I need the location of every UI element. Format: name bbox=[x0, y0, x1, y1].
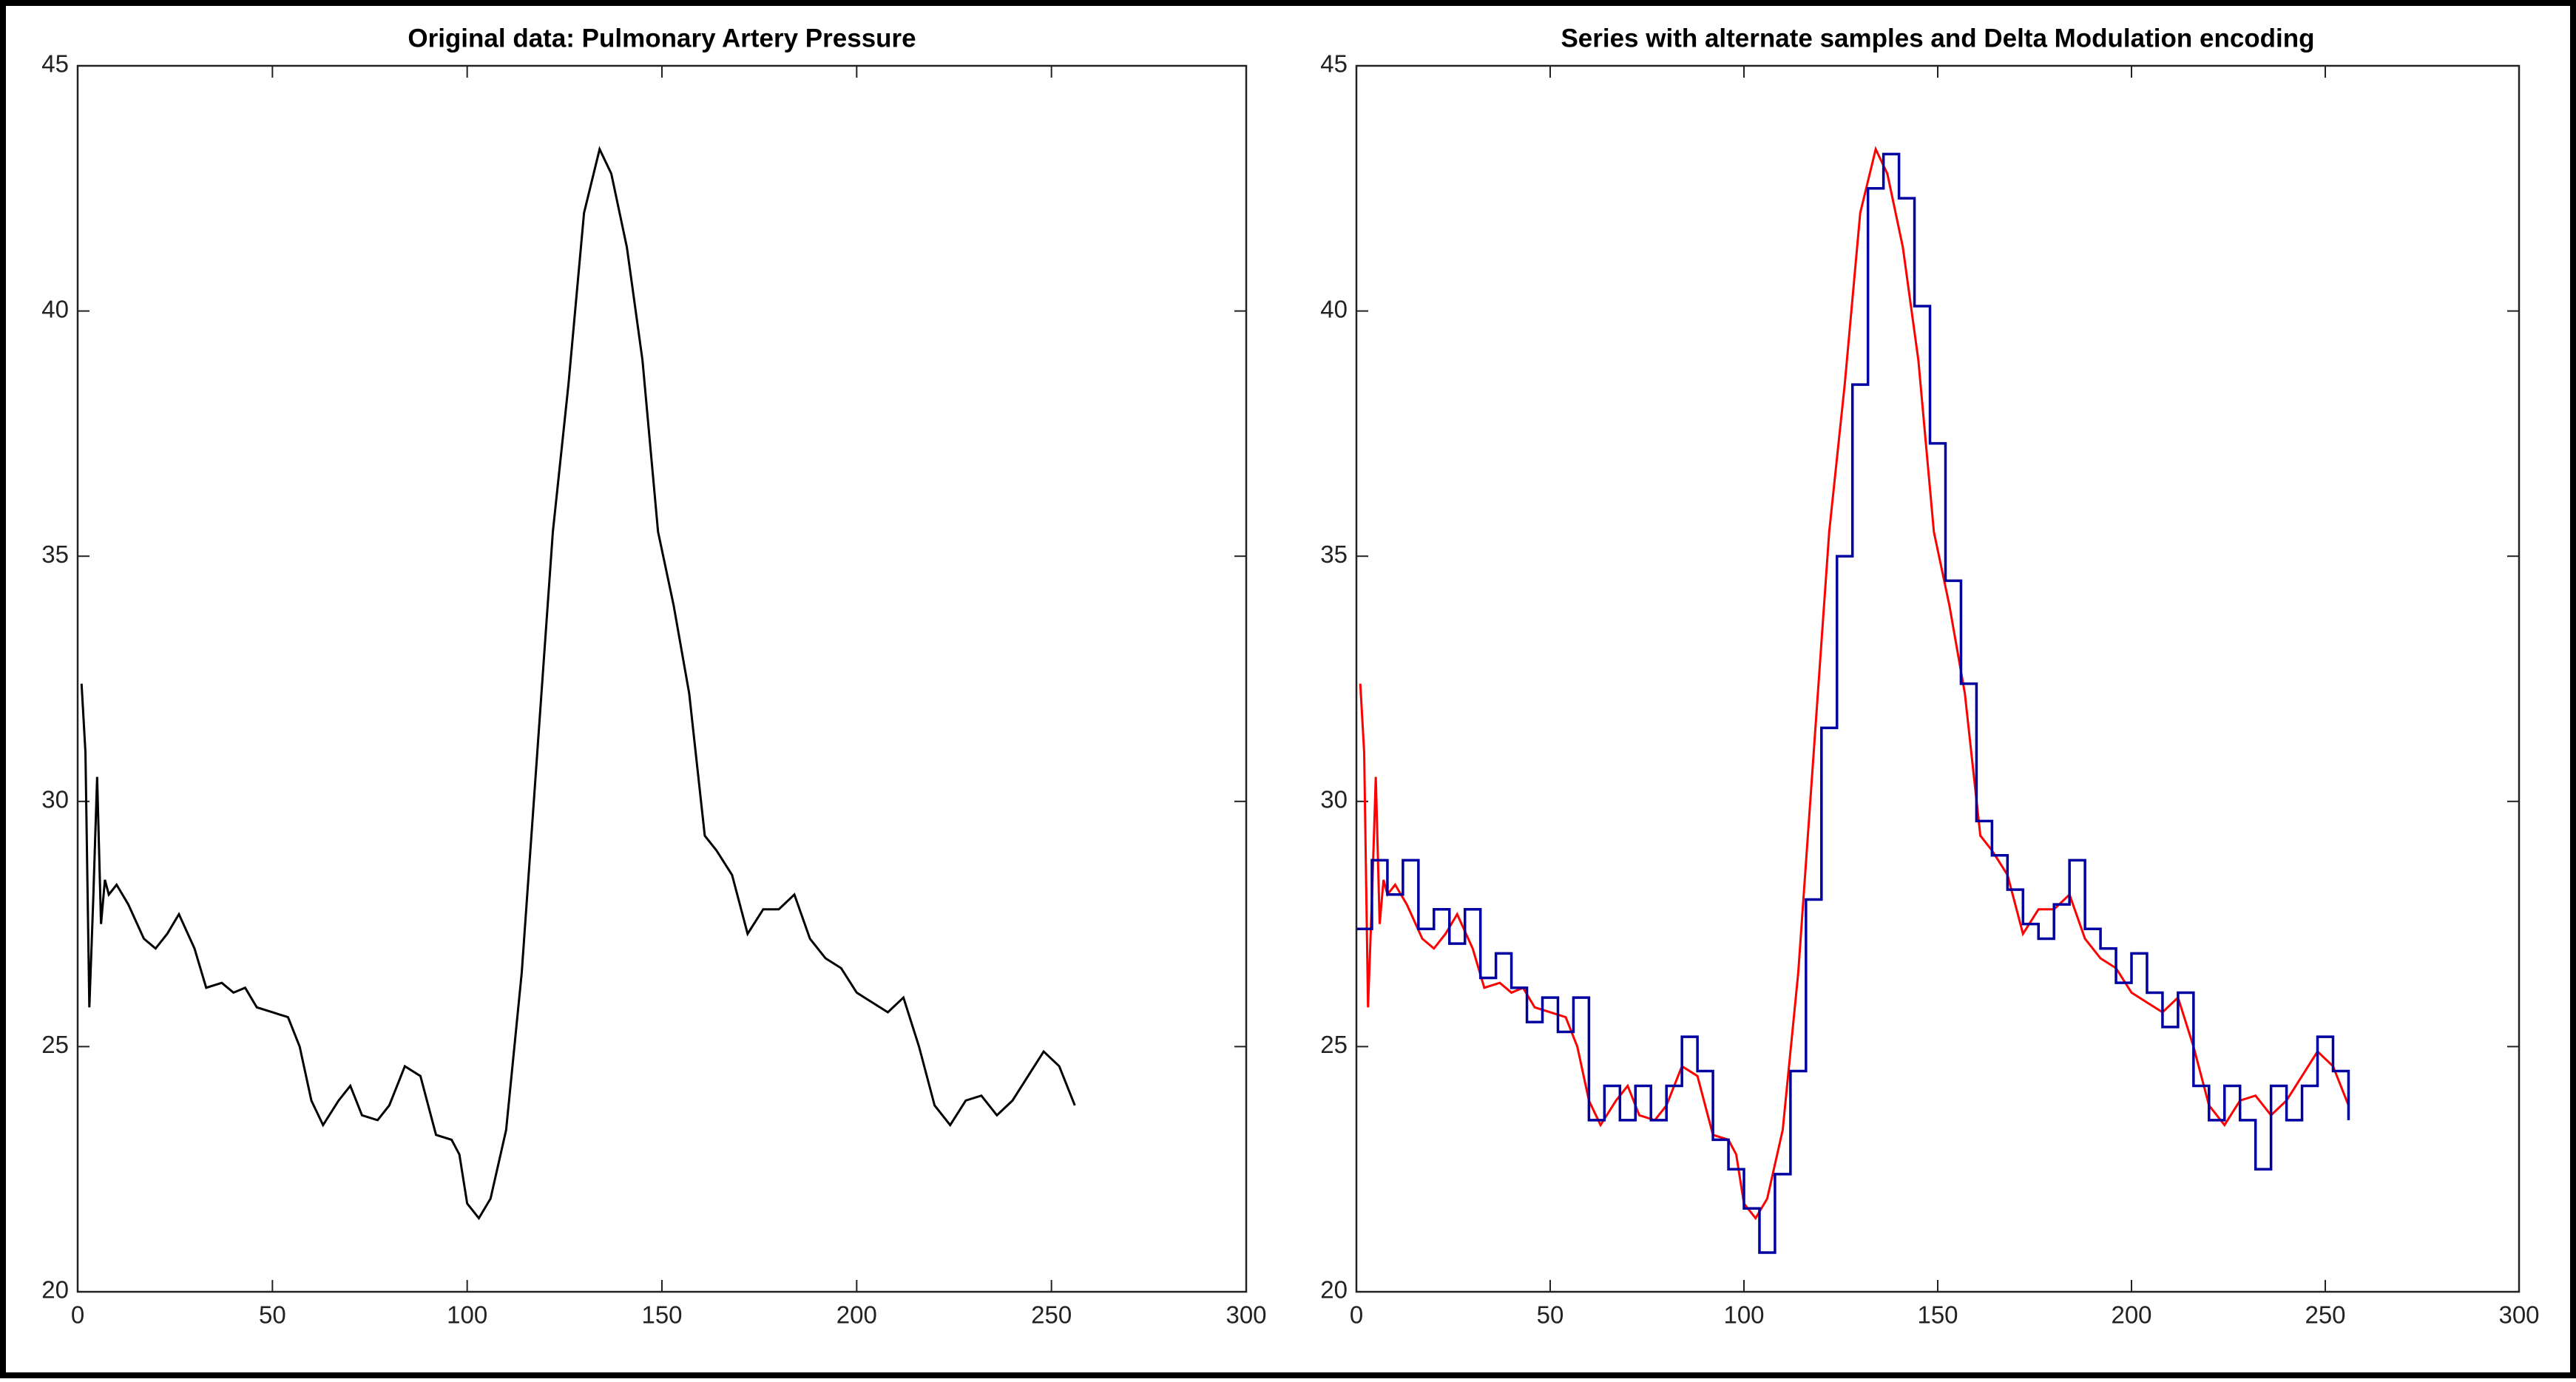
y-tick-label: 45 bbox=[41, 50, 69, 78]
y-tick-label: 20 bbox=[41, 1276, 69, 1304]
y-tick-label: 30 bbox=[41, 786, 69, 813]
x-tick-label: 200 bbox=[2111, 1301, 2151, 1329]
plot-area bbox=[78, 66, 1246, 1292]
x-tick-label: 250 bbox=[1031, 1301, 1072, 1329]
x-tick-label: 50 bbox=[259, 1301, 286, 1329]
chart-title: Original data: Pulmonary Artery Pressure bbox=[408, 24, 916, 52]
y-tick-label: 40 bbox=[1320, 295, 1348, 322]
x-tick-label: 0 bbox=[1350, 1301, 1363, 1329]
y-tick-label: 40 bbox=[41, 295, 69, 322]
y-tick-label: 35 bbox=[1320, 541, 1348, 568]
data-line bbox=[80, 146, 1076, 1221]
y-tick-label: 35 bbox=[41, 541, 69, 568]
y-tick-label: 25 bbox=[41, 1031, 69, 1058]
x-tick-label: 200 bbox=[836, 1301, 877, 1329]
x-tick-label: 150 bbox=[1917, 1301, 1958, 1329]
axes-box bbox=[1355, 64, 2521, 1293]
x-tick-label: 300 bbox=[2498, 1301, 2539, 1329]
y-tick-label: 20 bbox=[1320, 1276, 1348, 1304]
x-tick-label: 150 bbox=[641, 1301, 682, 1329]
data-line bbox=[1356, 152, 2350, 1254]
x-tick-label: 0 bbox=[71, 1301, 84, 1329]
x-tick-label: 300 bbox=[1226, 1301, 1266, 1329]
x-tick-label: 250 bbox=[2305, 1301, 2345, 1329]
x-tick-label: 100 bbox=[447, 1301, 487, 1329]
x-tick-label: 100 bbox=[1723, 1301, 1764, 1329]
y-tick-label: 30 bbox=[1320, 786, 1348, 813]
data-line bbox=[1359, 146, 2350, 1221]
y-tick-label: 25 bbox=[1320, 1031, 1348, 1058]
y-tick-label: 45 bbox=[1320, 50, 1348, 78]
x-tick-label: 50 bbox=[1537, 1301, 1564, 1329]
axes-box bbox=[76, 64, 1248, 1293]
plot-area bbox=[1356, 66, 2519, 1292]
chart-title: Series with alternate samples and Delta … bbox=[1561, 24, 2314, 52]
